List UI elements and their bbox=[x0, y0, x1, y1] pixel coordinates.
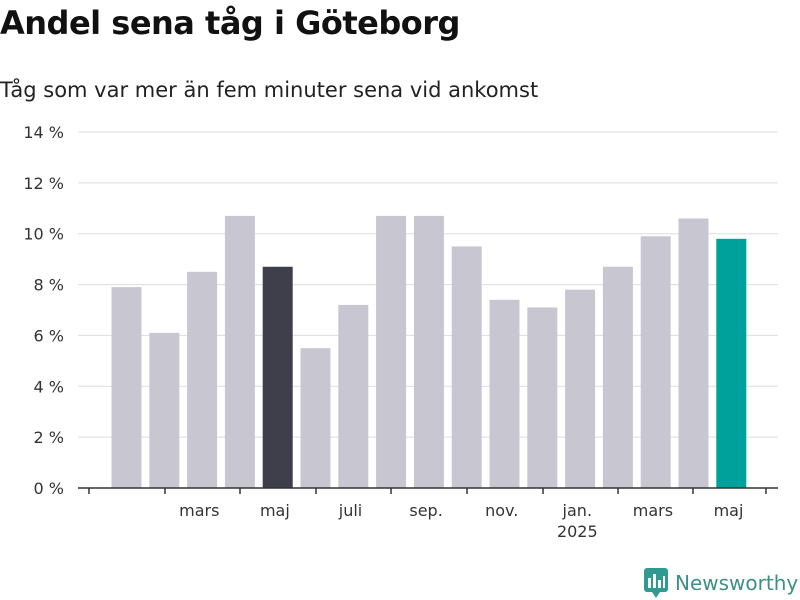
brand-name: Newsworthy bbox=[675, 571, 799, 595]
x-axis-labels: mars maj juli sep. nov. jan. 2025 mars maj bbox=[179, 501, 743, 541]
bar bbox=[602, 266, 633, 488]
y-tick-label: 0 % bbox=[34, 479, 64, 498]
y-axis-labels: 0 % 2 % 4 % 6 % 8 % 10 % 12 % 14 % bbox=[23, 123, 64, 498]
x-tick-label: mars bbox=[633, 501, 673, 520]
brand-logo: Newsworthy bbox=[644, 568, 798, 598]
bar bbox=[678, 218, 709, 488]
bar bbox=[300, 348, 331, 488]
bar bbox=[451, 246, 482, 488]
bar bbox=[376, 215, 407, 488]
bar bbox=[224, 215, 255, 488]
x-axis bbox=[78, 487, 778, 494]
y-tick-label: 4 % bbox=[34, 377, 64, 396]
x-tick-label: maj bbox=[260, 501, 290, 520]
bar bbox=[338, 304, 369, 488]
x-tick-label: juli bbox=[338, 501, 362, 520]
x-tick-label: nov. bbox=[485, 501, 518, 520]
bar bbox=[187, 271, 218, 488]
x-tick-label: jan. bbox=[562, 501, 592, 520]
x-tick-label: maj bbox=[714, 501, 744, 520]
bar bbox=[111, 287, 142, 488]
bar bbox=[489, 299, 520, 488]
x-tick-label: sep. bbox=[409, 501, 442, 520]
y-tick-label: 8 % bbox=[34, 276, 64, 295]
x-year-label: 2025 bbox=[557, 522, 598, 541]
bar bbox=[149, 332, 180, 488]
y-tick-label: 10 % bbox=[23, 225, 64, 244]
bar bbox=[413, 215, 444, 488]
chart-subtitle: Tåg som var mer än fem minuter sena vid … bbox=[0, 78, 539, 102]
y-tick-label: 12 % bbox=[23, 174, 64, 193]
y-tick-label: 14 % bbox=[23, 123, 64, 142]
bar bbox=[262, 266, 293, 488]
y-tick-label: 2 % bbox=[34, 428, 64, 447]
bar bbox=[527, 307, 558, 488]
y-tick-label: 6 % bbox=[34, 326, 64, 345]
bar bbox=[565, 289, 596, 488]
x-tick-label: mars bbox=[179, 501, 219, 520]
newsworthy-logo-icon bbox=[644, 568, 668, 598]
bar bbox=[716, 238, 747, 488]
bars bbox=[111, 215, 747, 488]
bar bbox=[640, 236, 671, 488]
chart-title: Andel sena tåg i Göteborg bbox=[0, 4, 460, 42]
